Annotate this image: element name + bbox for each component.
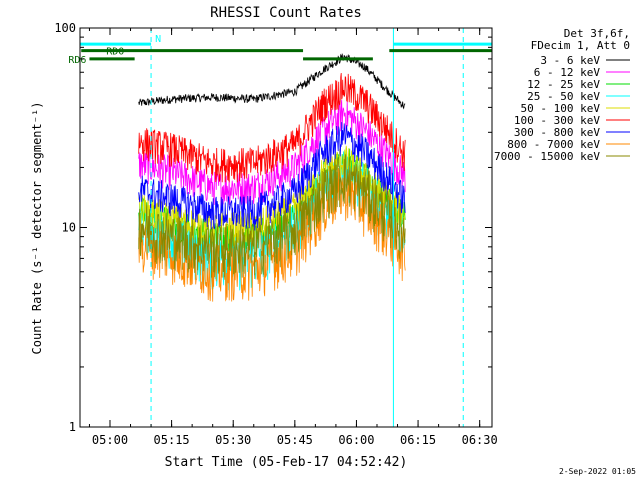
series-line-3-6-kev <box>138 53 406 110</box>
series-line-100-300-kev <box>138 72 406 183</box>
x-axis-label: Start Time (05-Feb-17 04:52:42) <box>165 455 408 470</box>
chart-title: RHESSI Count Rates <box>210 5 362 21</box>
legend-label-100-300-kev: 100 - 300 keV <box>514 114 600 127</box>
series-line-800-7000-kev <box>138 167 406 302</box>
x-tick-label: 05:45 <box>277 433 313 447</box>
series-line-300-800-kev <box>138 122 406 231</box>
generation-timestamp: 2-Sep-2022 01:05 <box>558 467 636 476</box>
x-tick-label: 06:15 <box>400 433 436 447</box>
legend-label-25-50-kev: 25 - 50 keV <box>527 90 600 103</box>
annotation-label-rd0: RD0 <box>106 47 124 58</box>
axis-layer: 05:00 05:15 05:30 05:45 06:00 06:15 06:30 1 10 10… <box>54 21 497 447</box>
legend-label-7000-15000-kev: 7000 - 15000 keV <box>494 150 600 163</box>
legend-label-50-100-kev: 50 - 100 keV <box>521 102 601 115</box>
legend-header-line: Det 3f,6f, <box>564 27 630 40</box>
x-tick-label: 06:30 <box>462 433 498 447</box>
y-axis-label: Count Rate (s⁻¹ detector segment⁻¹) <box>30 102 44 355</box>
legend-label-12-25-kev: 12 - 25 keV <box>527 78 600 91</box>
overlay-layer: N RD0 RD6 <box>68 28 492 427</box>
legend-header-line: FDecim 1, Att 0 <box>531 39 630 52</box>
legend-label-6-12-kev: 6 - 12 keV <box>534 66 601 79</box>
series-line-6-12-kev <box>138 99 406 207</box>
x-tick-label: 05:30 <box>215 433 251 447</box>
series-line-7000-15000-kev <box>138 154 406 278</box>
legend-label-3-6-kev: 3 - 6 keV <box>540 54 600 67</box>
x-tick-label: 06:00 <box>338 433 374 447</box>
y-tick-label: 10 <box>62 221 76 235</box>
x-tick-label: 05:15 <box>154 433 190 447</box>
legend-label-300-800-kev: 300 - 800 keV <box>514 126 600 139</box>
annotation-label-n: N <box>155 34 161 45</box>
legend-label-800-7000-kev: 800 - 7000 keV <box>507 138 600 151</box>
x-tick-label: 05:00 <box>92 433 128 447</box>
series-layer <box>138 53 406 302</box>
y-tick-label: 100 <box>54 21 76 35</box>
y-tick-label: 1 <box>69 420 76 434</box>
annotation-label-rd6: RD6 <box>68 55 86 66</box>
